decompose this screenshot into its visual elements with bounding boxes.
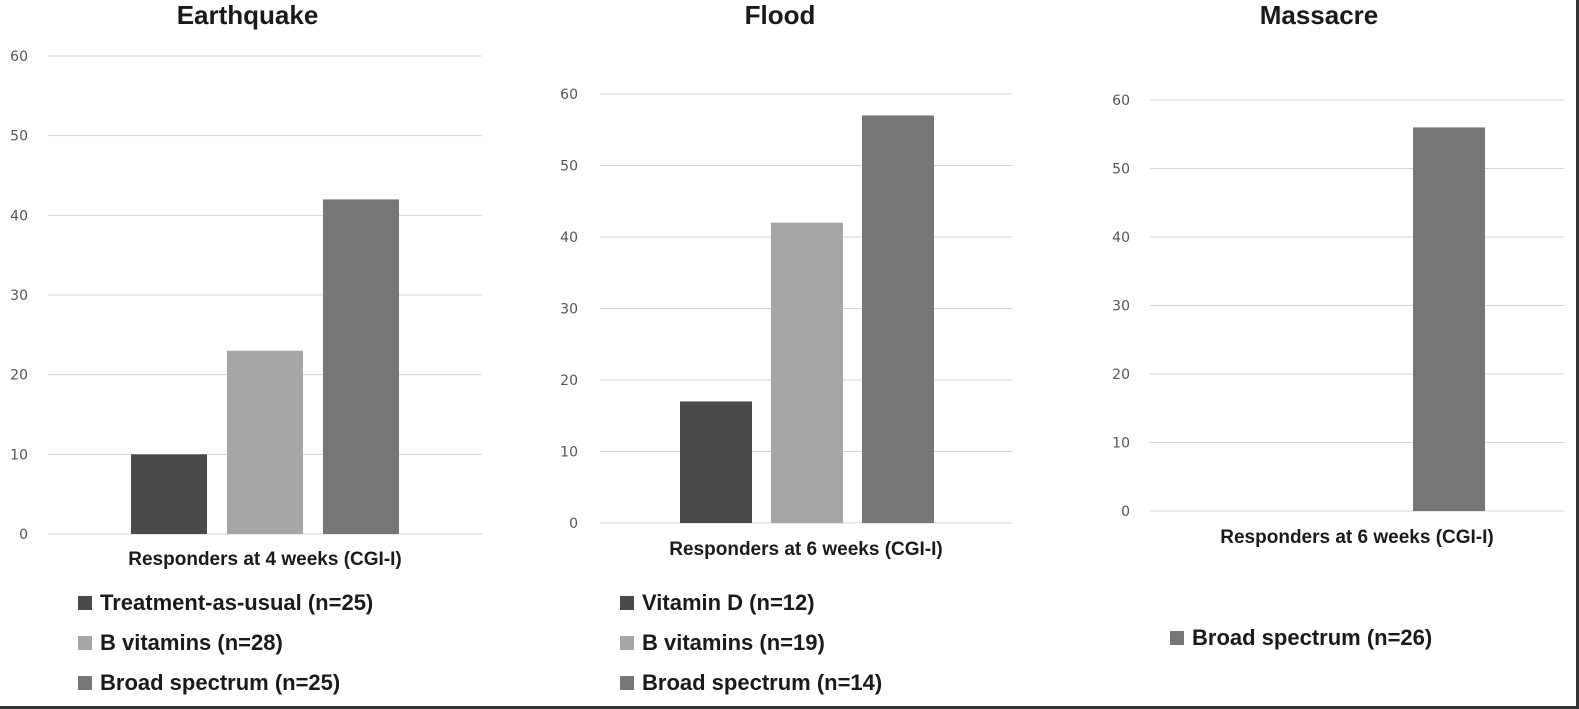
legend-swatch bbox=[620, 636, 634, 650]
bar-b-vitamins-n-28 bbox=[227, 350, 303, 534]
y-tick-label: 20 bbox=[10, 368, 28, 384]
legend-swatch bbox=[620, 676, 634, 690]
legend-item-b-vitamins: B vitamins (n=28) bbox=[78, 630, 283, 656]
y-tick-label: 40 bbox=[560, 230, 578, 246]
flood-panel: Flood 0 10 20 30 40 50 60 Responders at 6 week… bbox=[520, 0, 1050, 709]
y-tick-label: 50 bbox=[560, 159, 578, 175]
legend-swatch bbox=[78, 596, 92, 610]
y-tick-label: 60 bbox=[10, 49, 28, 65]
legend-swatch bbox=[78, 676, 92, 690]
massacre-chart: 0 10 20 30 40 50 60 bbox=[1112, 93, 1564, 520]
legend-item-vitamin-d: Vitamin D (n=12) bbox=[620, 590, 815, 616]
legend-label: Vitamin D (n=12) bbox=[642, 590, 815, 615]
bar-b-vitamins-n-19 bbox=[771, 222, 843, 523]
bar-broad-spectrum-n-25 bbox=[323, 199, 399, 534]
legend-item-b-vitamins: B vitamins (n=19) bbox=[620, 630, 825, 656]
y-tick-label: 0 bbox=[1121, 504, 1130, 520]
y-tick-label: 20 bbox=[560, 373, 578, 389]
bar-broad-spectrum-n-14 bbox=[862, 115, 934, 523]
y-tick-label: 60 bbox=[1112, 93, 1130, 109]
legend-label: Broad spectrum (n=25) bbox=[100, 670, 341, 695]
legend-item-broad-spectrum: Broad spectrum (n=14) bbox=[620, 670, 882, 696]
legend-item-broad-spectrum: Broad spectrum (n=25) bbox=[78, 670, 340, 696]
bar-treatment-as-usual-n-25 bbox=[131, 454, 207, 534]
legend-label: B vitamins (n=19) bbox=[642, 630, 825, 655]
y-tick-label: 0 bbox=[569, 516, 578, 532]
chart-title: Flood bbox=[744, 0, 816, 30]
legend-label: B vitamins (n=28) bbox=[100, 630, 283, 655]
bar-broad-spectrum-n-26 bbox=[1413, 127, 1485, 512]
y-tick-label: 30 bbox=[1112, 299, 1130, 315]
x-axis-label: Responders at 6 weeks (CGI-I) bbox=[1220, 527, 1494, 548]
legend-label: Broad spectrum (n=14) bbox=[642, 670, 883, 695]
massacre-panel: Massacre 0 10 20 30 40 50 60 Responders at 6 w… bbox=[1050, 0, 1570, 709]
chart-title: Earthquake bbox=[176, 0, 319, 30]
y-tick-label: 0 bbox=[19, 527, 28, 543]
legend-swatch bbox=[1170, 631, 1184, 645]
legend-swatch bbox=[78, 636, 92, 650]
earthquake-chart: 0 10 20 30 40 50 60 bbox=[10, 49, 482, 543]
y-tick-label: 60 bbox=[560, 87, 578, 103]
earthquake-panel: Earthquake 0 10 20 30 40 50 60 Responders at 4… bbox=[0, 0, 520, 709]
y-tick-label: 10 bbox=[1112, 436, 1130, 452]
legend-swatch bbox=[620, 596, 634, 610]
y-tick-label: 30 bbox=[10, 288, 28, 304]
legend-item-broad-spectrum: Broad spectrum (n=26) bbox=[1170, 625, 1432, 651]
x-axis-label: Responders at 4 weeks (CGI-I) bbox=[128, 549, 402, 570]
legend-item-treatment-as-usual: Treatment-as-usual (n=25) bbox=[78, 590, 373, 616]
y-tick-label: 20 bbox=[1112, 367, 1130, 383]
y-tick-label: 40 bbox=[1112, 230, 1130, 246]
x-axis-label: Responders at 6 weeks (CGI-I) bbox=[669, 539, 943, 560]
y-tick-label: 10 bbox=[10, 447, 28, 463]
y-tick-label: 30 bbox=[560, 302, 578, 318]
bar-vitamin-d-n-12 bbox=[680, 401, 752, 523]
y-tick-label: 10 bbox=[560, 445, 578, 461]
y-tick-label: 50 bbox=[1112, 162, 1130, 178]
y-tick-label: 40 bbox=[10, 208, 28, 224]
legend-label: Broad spectrum (n=26) bbox=[1192, 625, 1433, 650]
flood-chart: 0 10 20 30 40 50 60 bbox=[560, 87, 1012, 532]
y-tick-label: 50 bbox=[10, 129, 28, 145]
legend-label: Treatment-as-usual (n=25) bbox=[100, 590, 374, 615]
chart-title: Massacre bbox=[1259, 0, 1379, 30]
